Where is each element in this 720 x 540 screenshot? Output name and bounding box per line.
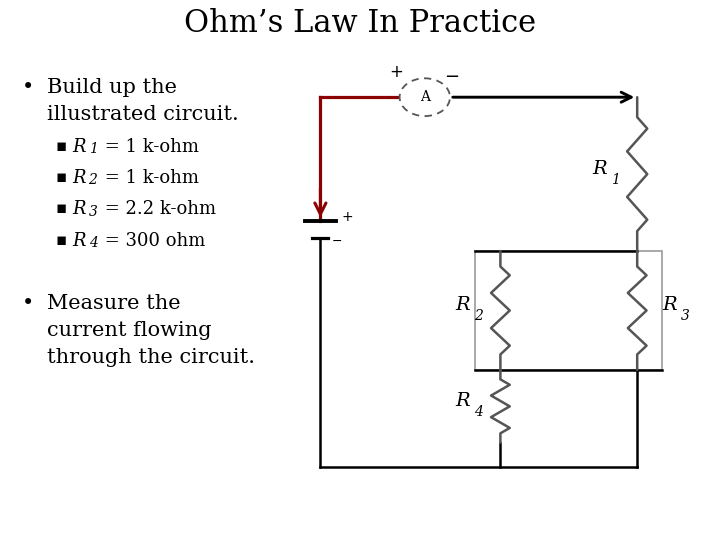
Text: Build up the: Build up the [47,78,177,97]
Text: R: R [456,296,470,314]
Text: ▪: ▪ [55,169,67,186]
Text: Ohm’s Law In Practice: Ohm’s Law In Practice [184,8,536,39]
Text: illustrated circuit.: illustrated circuit. [47,105,238,124]
Text: +: + [341,210,353,224]
Text: +: + [389,63,403,81]
Bar [475,251,662,370]
Text: through the circuit.: through the circuit. [47,348,255,367]
Text: current flowing: current flowing [47,321,211,340]
Text: R: R [72,169,86,187]
Text: −: − [332,235,343,248]
Text: 4: 4 [89,236,97,250]
Text: Measure the: Measure the [47,294,181,313]
Text: •: • [22,78,34,97]
Text: 2: 2 [474,309,483,323]
Text: 3: 3 [681,309,690,323]
Text: R: R [72,200,86,218]
Text: ▪: ▪ [55,232,67,248]
Text: R: R [456,392,470,410]
Text: = 2.2 k-ohm: = 2.2 k-ohm [99,200,216,218]
Text: −: − [444,68,459,86]
Text: R: R [662,296,677,314]
Text: ▪: ▪ [55,200,67,217]
Text: 3: 3 [89,205,97,219]
Text: •: • [22,294,34,313]
Circle shape [400,78,450,116]
Text: 4: 4 [474,405,483,418]
Text: R: R [72,138,86,156]
Text: ▪: ▪ [55,138,67,154]
Text: 1: 1 [89,142,97,156]
Text: = 1 k-ohm: = 1 k-ohm [99,138,199,156]
Text: A: A [420,90,430,104]
Text: 1: 1 [611,173,620,186]
Text: R: R [593,160,607,178]
Text: 2: 2 [89,173,97,187]
Text: = 300 ohm: = 300 ohm [99,232,205,249]
Text: = 1 k-ohm: = 1 k-ohm [99,169,199,187]
Text: R: R [72,232,86,249]
